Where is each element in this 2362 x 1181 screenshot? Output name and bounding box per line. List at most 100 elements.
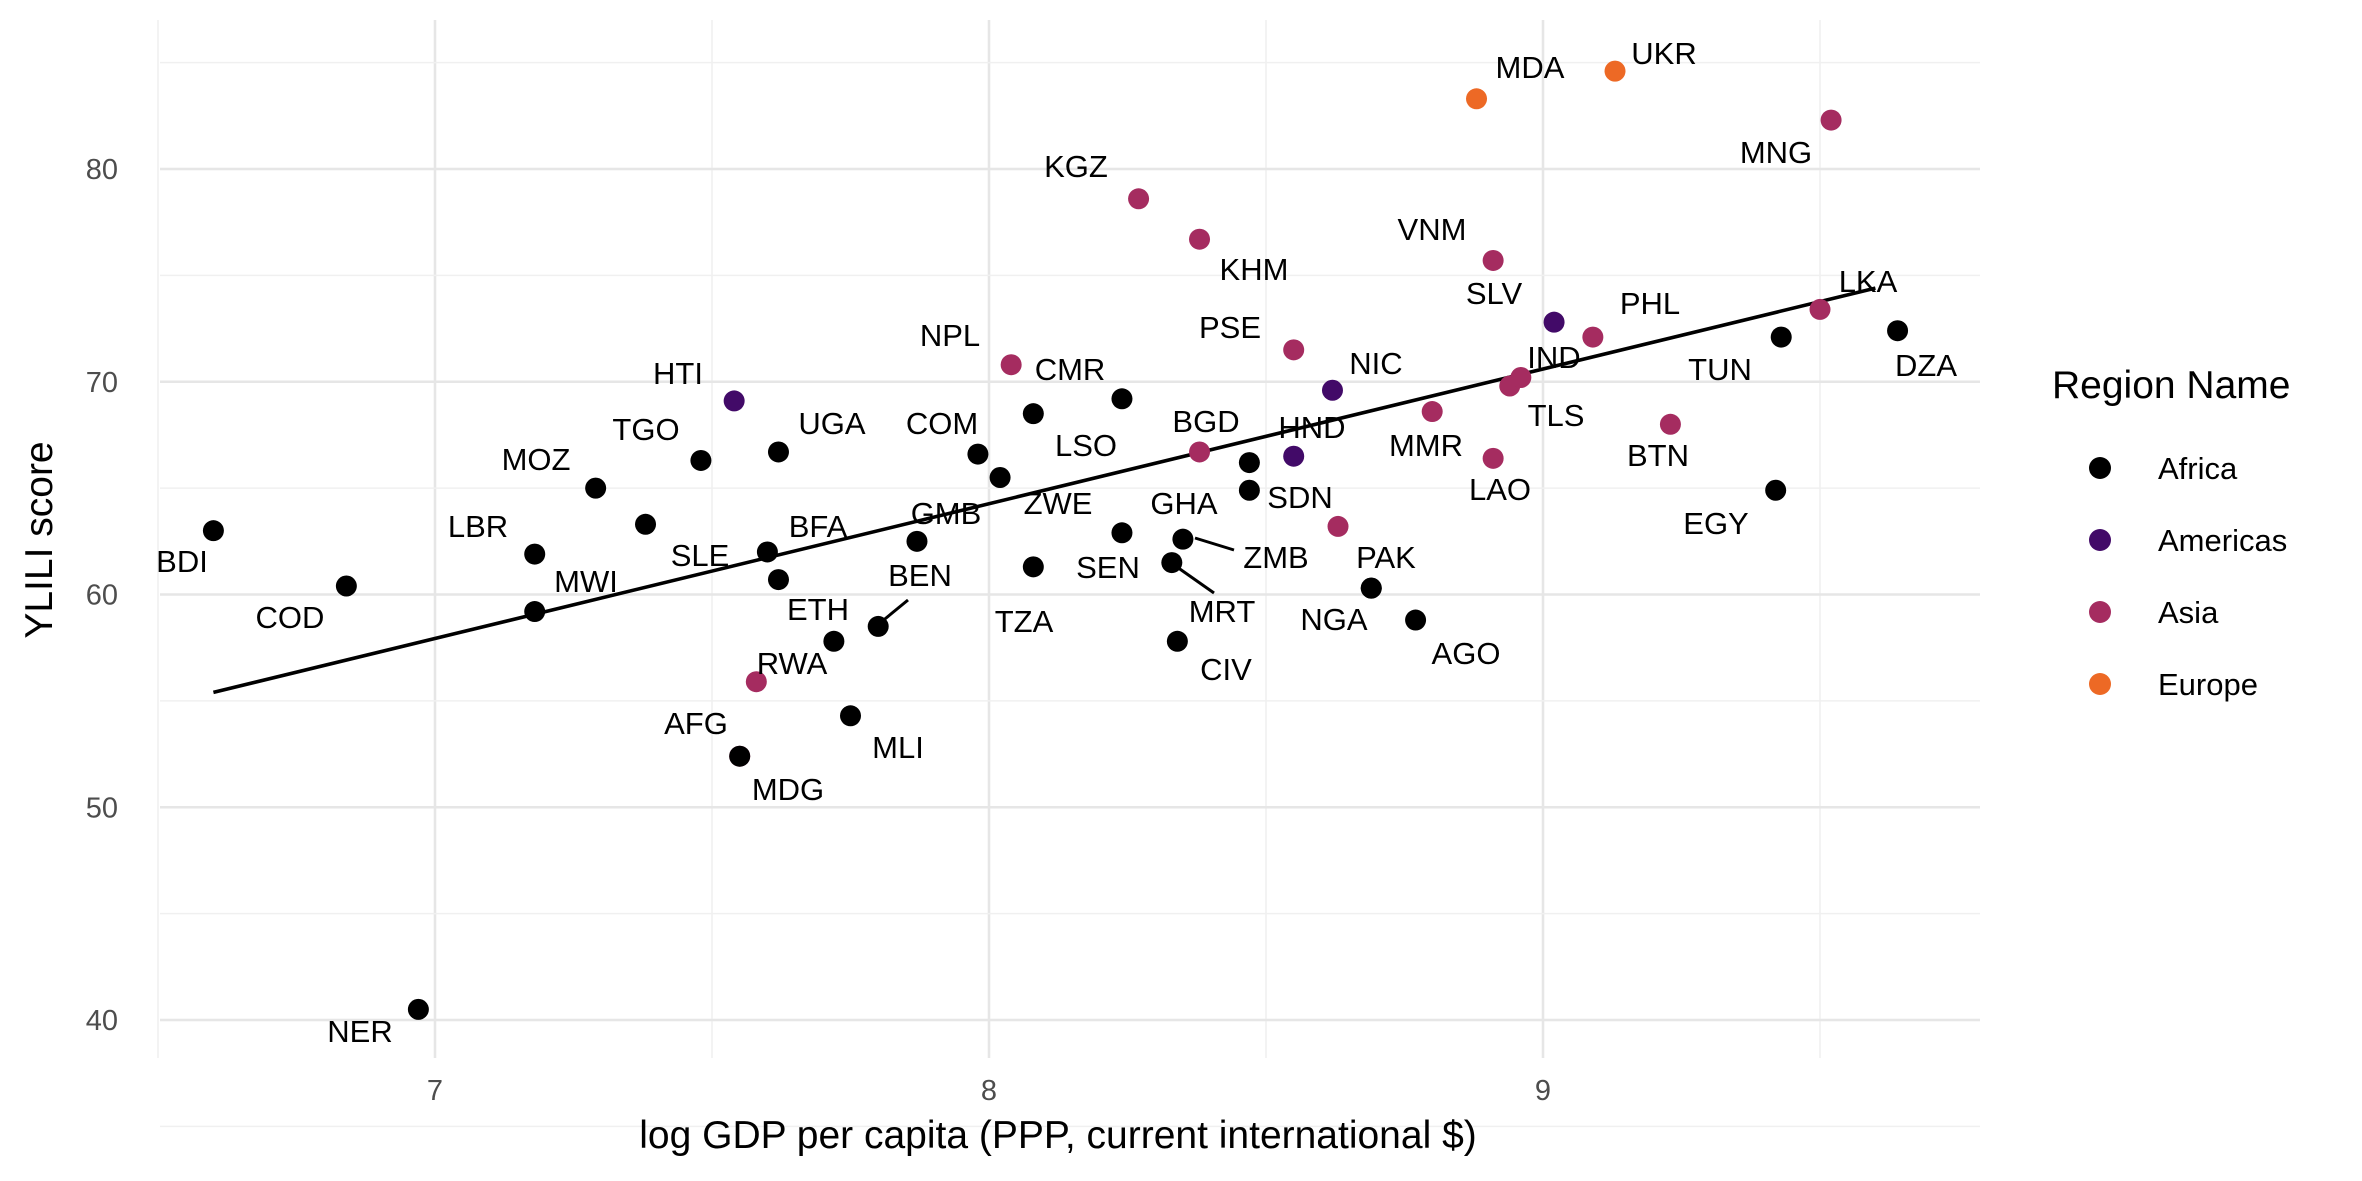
point-label: NGA [1300,602,1368,637]
y-tick-label: 60 [86,580,118,612]
axis-ticks: 7 8 9 40 50 60 70 80 [86,154,1551,1107]
point-label: MWI [554,564,618,599]
x-tick-label: 8 [981,1075,997,1107]
x-tick-label: 9 [1535,1075,1551,1107]
data-point [1543,311,1565,333]
data-point [1161,552,1183,574]
data-point [202,520,224,542]
point-label: NIC [1349,346,1402,381]
data-point [585,477,607,499]
point-label: BTN [1627,438,1689,473]
point-label: BDI [156,544,208,579]
point-label: MMR [1389,428,1463,463]
data-point [1283,339,1305,361]
data-point [1238,452,1260,474]
point-label: MNG [1740,135,1812,170]
label-leader-line [1176,565,1215,595]
data-point [1466,88,1488,110]
legend-title: Region Name [2052,364,2290,407]
point-label: MRT [1189,594,1256,629]
data-point [1022,403,1044,425]
data-point [745,671,767,693]
point-label: MDG [752,772,824,807]
data-point [1510,366,1532,388]
point-label: UKR [1631,36,1696,71]
point-label: LAO [1469,472,1531,507]
point-label: GMB [911,496,982,531]
point-label: AFG [664,706,728,741]
data-point [1820,109,1842,131]
point-label: LBR [448,509,508,544]
point-label: RWA [757,646,828,681]
data-point [906,530,928,552]
point-label: ZMB [1243,540,1308,575]
data-point [407,998,429,1020]
label-leader-line [1194,536,1235,552]
legend-label: Europe [2158,667,2258,702]
data-point [1582,326,1604,348]
data-point [729,745,751,767]
point-label: VNM [1398,212,1467,247]
legend-swatch [2089,673,2111,695]
point-label: COM [906,406,978,441]
point-label: DZA [1895,348,1957,383]
data-point [756,541,778,563]
data-point [1659,413,1681,435]
legend-swatch [2089,601,2111,623]
data-point [823,630,845,652]
point-label: TZA [995,604,1054,639]
point-label: NPL [920,318,980,353]
data-point [1172,528,1194,550]
data-point [1238,479,1260,501]
data-point [1765,479,1787,501]
data-point [1000,354,1022,376]
legend-swatch [2089,529,2111,551]
point-label: IND [1527,340,1580,375]
data-point [335,575,357,597]
plot-grid [157,20,1980,1128]
point-label: GHA [1150,486,1218,521]
point-label: MOZ [502,442,571,477]
legend: Region Name Africa Americas Asia Europe [2052,364,2290,702]
data-point [1022,556,1044,578]
data-point [1128,188,1150,210]
data-point [1482,447,1504,469]
point-labels: BDI COD NER LBR MWI MOZ SLE TGO HTI AFG RWA MDG BFA U… [156,36,1957,1049]
x-axis-title: log GDP per capita (PPP, current interna… [639,1114,1477,1157]
point-label: EGY [1683,506,1748,541]
data-point [767,569,789,591]
data-point [1189,228,1211,250]
legend-label: Asia [2158,595,2219,630]
legend-label: Americas [2158,523,2287,558]
data-point [1321,379,1343,401]
legend-label: Africa [2158,451,2238,486]
point-label: UGA [798,406,866,441]
point-label: SEN [1076,550,1140,585]
legend-swatch [2089,457,2111,479]
y-tick-label: 50 [86,792,118,824]
point-label: CMR [1035,352,1106,387]
point-label: PHL [1620,286,1680,321]
point-label: BFA [789,509,848,544]
data-point [1189,441,1211,463]
data-point [1111,388,1133,410]
point-label: MDA [1496,50,1565,85]
data-point [867,615,889,637]
y-tick-label: 70 [86,367,118,399]
point-label: COD [256,600,325,635]
point-label: CIV [1200,652,1252,687]
data-point [524,543,546,565]
data-point [1111,522,1133,544]
point-label: PSE [1199,310,1261,345]
point-label: HND [1278,410,1345,445]
point-label: AGO [1432,636,1501,671]
point-label: KGZ [1044,149,1108,184]
point-label: SLV [1466,276,1523,311]
point-label: LKA [1839,264,1898,299]
data-point [1360,577,1382,599]
trend-line [212,286,1876,695]
data-point [967,443,989,465]
data-point [1887,320,1909,342]
data-point [524,601,546,623]
